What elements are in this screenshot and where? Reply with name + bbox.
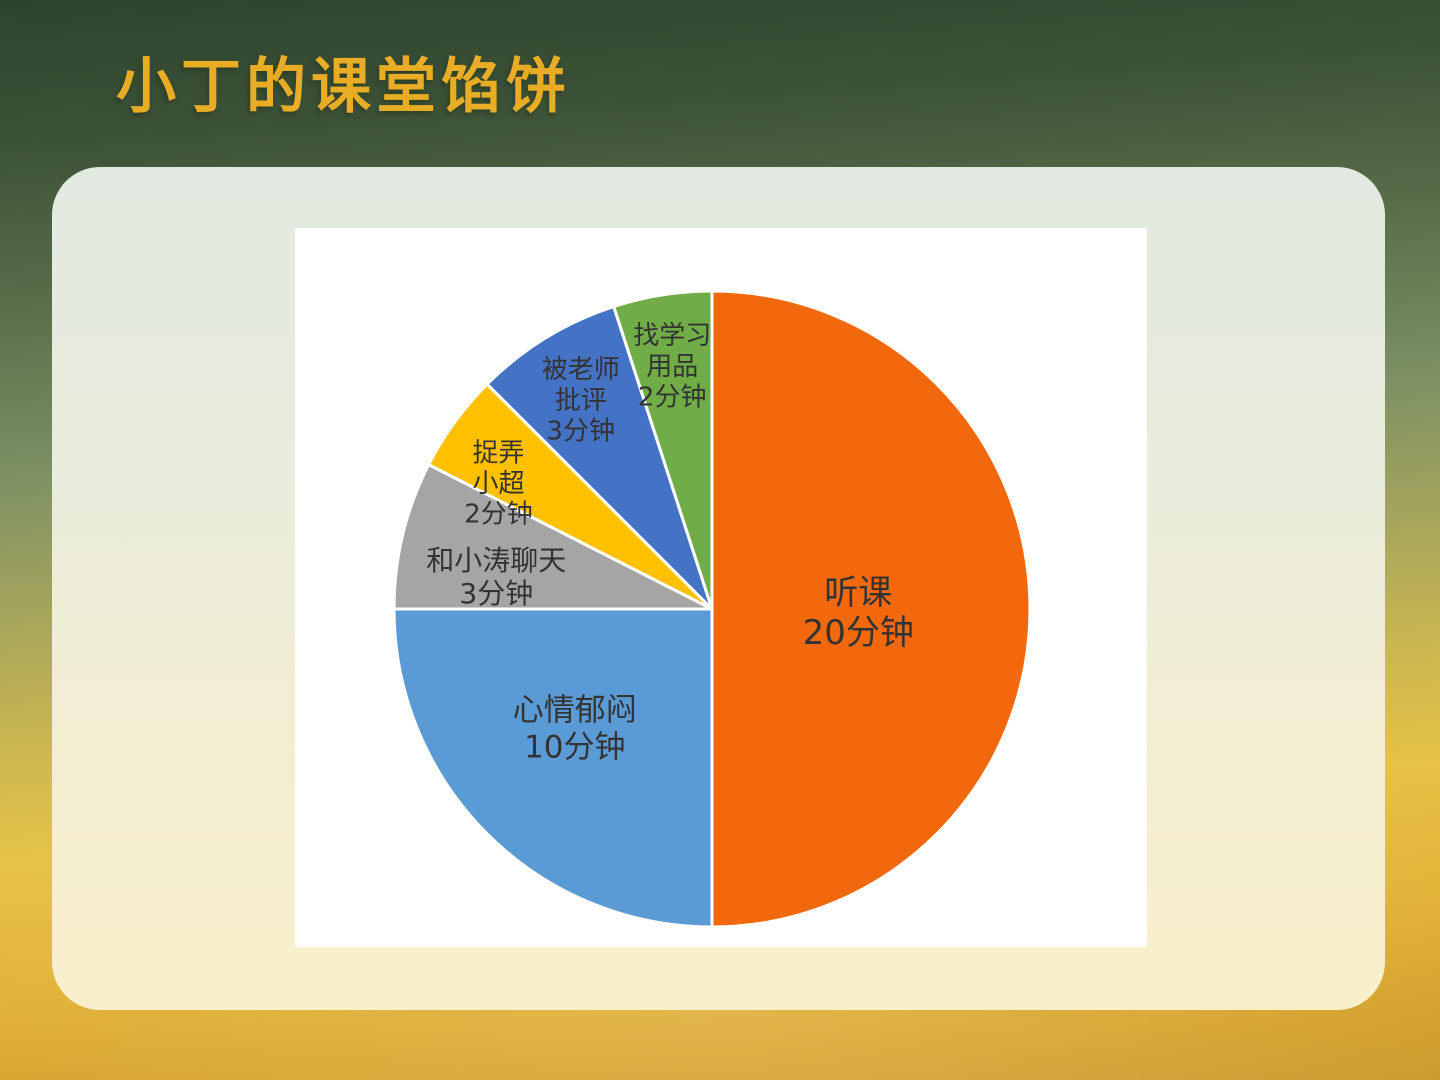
- pie-slice-6: [612, 289, 714, 611]
- pie-slice-3: [392, 463, 714, 611]
- pie-slice-label-4: 捉弄小超 2分钟: [464, 438, 533, 529]
- pie-slice-label-2: 心情郁闷 10分钟: [513, 693, 637, 766]
- pie-slice-2: [392, 607, 714, 929]
- pie-slice-5: [485, 305, 714, 611]
- content-panel: 听课 20分钟心情郁闷 10分钟 和小涛聊天 3分钟 捉弄小超 2分钟 被老师批评 3分钟 找学习…: [52, 167, 1385, 1010]
- pie-slice-label-1: 听课 20分钟: [803, 573, 914, 653]
- pie-slice-1: [710, 289, 1032, 929]
- pie-slice-label-5: 被老师批评 3分钟: [542, 355, 620, 446]
- pie-slice-label-3: 和小涛聊天 3分钟: [426, 544, 566, 610]
- slide-title: 小丁的课堂馅饼: [116, 52, 571, 122]
- pie-chart: 听课 20分钟心情郁闷 10分钟 和小涛聊天 3分钟 捉弄小超 2分钟 被老师批评 3分钟 找学习…: [295, 228, 1147, 947]
- pie-slice-label-6: 找学习用品 2分钟: [633, 321, 711, 412]
